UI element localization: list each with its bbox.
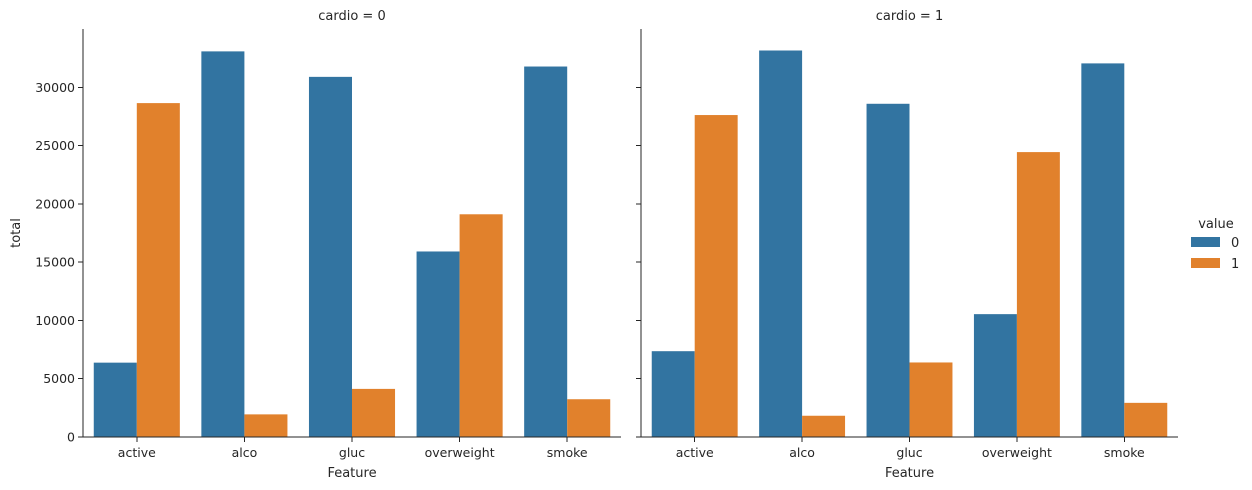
facet-cardio-0: cardio = 0 0 5000 10000 15000 20000 25000 30000… bbox=[35, 9, 621, 481]
legend-swatch-0 bbox=[1191, 237, 1220, 247]
y-tick-label: 20000 bbox=[35, 196, 75, 211]
bar-smoke-value-0 bbox=[1081, 63, 1125, 437]
bar-gluc-value-1 bbox=[909, 362, 953, 437]
bar-smoke-value-1 bbox=[1124, 402, 1168, 437]
legend-label-1: 1 bbox=[1231, 257, 1239, 272]
facet-title: cardio = 1 bbox=[876, 9, 943, 24]
y-tick-label: 25000 bbox=[35, 138, 75, 153]
x-tick-label: gluc bbox=[339, 445, 365, 460]
y-tick-label: 10000 bbox=[35, 313, 75, 328]
x-axis-label: Feature bbox=[327, 466, 376, 481]
y-axis-label: total bbox=[9, 218, 24, 248]
bar-active-value-0 bbox=[93, 362, 137, 437]
x-tick-label: active bbox=[676, 445, 714, 460]
legend-swatch-1 bbox=[1191, 258, 1220, 268]
bar-overweight-value-1 bbox=[459, 214, 503, 437]
x-axis-label: Feature bbox=[885, 466, 934, 481]
x-tick-label: overweight bbox=[425, 445, 495, 460]
bar-alco-value-1 bbox=[244, 414, 288, 437]
bar-active-value-1 bbox=[694, 115, 738, 437]
x-tick-label: alco bbox=[232, 445, 258, 460]
x-tick-label: alco bbox=[789, 445, 815, 460]
bar-gluc-value-1 bbox=[352, 388, 396, 437]
x-tick-label: smoke bbox=[547, 445, 588, 460]
legend-title: value bbox=[1198, 217, 1234, 232]
y-tick-label: 5000 bbox=[43, 371, 75, 386]
x-tick-label: smoke bbox=[1104, 445, 1145, 460]
bar-gluc-value-0 bbox=[866, 103, 910, 437]
x-tick-label: gluc bbox=[896, 445, 922, 460]
x-tick-label: overweight bbox=[982, 445, 1052, 460]
bar-smoke-value-0 bbox=[524, 66, 568, 437]
y-tick-label: 15000 bbox=[35, 255, 75, 270]
facet-title: cardio = 0 bbox=[318, 9, 385, 24]
bar-active-value-1 bbox=[136, 103, 180, 437]
bar-smoke-value-1 bbox=[567, 399, 611, 437]
bar-gluc-value-0 bbox=[308, 76, 352, 437]
bar-alco-value-0 bbox=[759, 50, 803, 438]
bar-active-value-0 bbox=[651, 351, 695, 437]
bar-overweight-value-1 bbox=[1016, 152, 1060, 437]
bar-overweight-value-0 bbox=[416, 251, 460, 437]
legend-label-0: 0 bbox=[1231, 236, 1239, 251]
bar-alco-value-0 bbox=[201, 51, 245, 437]
x-tick-label: active bbox=[118, 445, 156, 460]
facet-cardio-1: cardio = 1 active alco gluc overweight smoke F… bbox=[636, 9, 1178, 481]
y-tick-label: 0 bbox=[67, 430, 75, 445]
bar-overweight-value-0 bbox=[973, 314, 1017, 437]
y-tick-label: 30000 bbox=[35, 80, 75, 95]
bar-alco-value-1 bbox=[802, 415, 846, 437]
legend: value 0 1 bbox=[1191, 217, 1239, 272]
